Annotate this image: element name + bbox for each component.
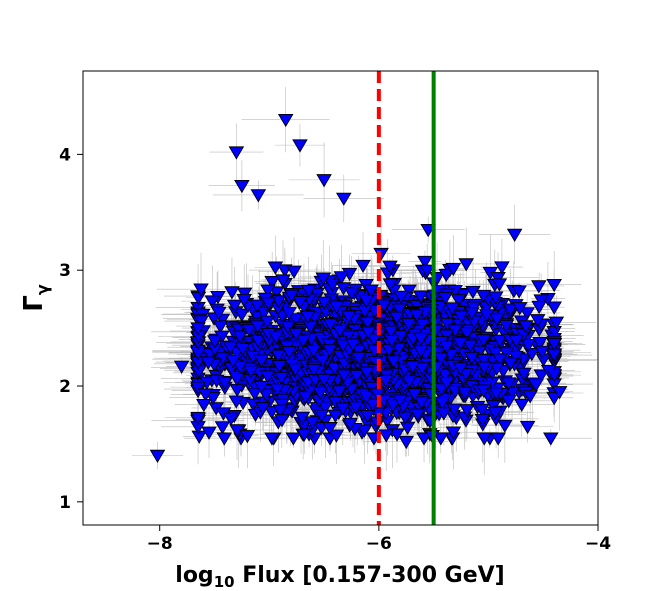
data-point [531, 280, 547, 294]
data-point [288, 313, 304, 327]
data-point [258, 388, 274, 402]
data-point [204, 295, 221, 309]
data-point [214, 421, 231, 435]
data-point [474, 403, 490, 417]
data-point [546, 325, 562, 340]
data-point [490, 271, 506, 286]
data-point [546, 301, 562, 315]
data-point [528, 378, 544, 393]
data-point [190, 381, 206, 395]
data-point [224, 286, 240, 300]
data-point [355, 259, 371, 274]
data-point [533, 369, 550, 383]
data-point [228, 395, 245, 409]
data-point [506, 228, 523, 242]
data-point [393, 290, 409, 305]
data-point [264, 275, 280, 290]
data-point [519, 307, 535, 321]
data-point [382, 278, 399, 292]
data-point [285, 432, 302, 446]
data-point [268, 286, 285, 300]
data-point [438, 268, 455, 283]
data-point [445, 262, 462, 277]
data-point [546, 278, 562, 293]
data-point [459, 404, 475, 418]
data-points [149, 113, 568, 464]
data-point [519, 420, 536, 435]
